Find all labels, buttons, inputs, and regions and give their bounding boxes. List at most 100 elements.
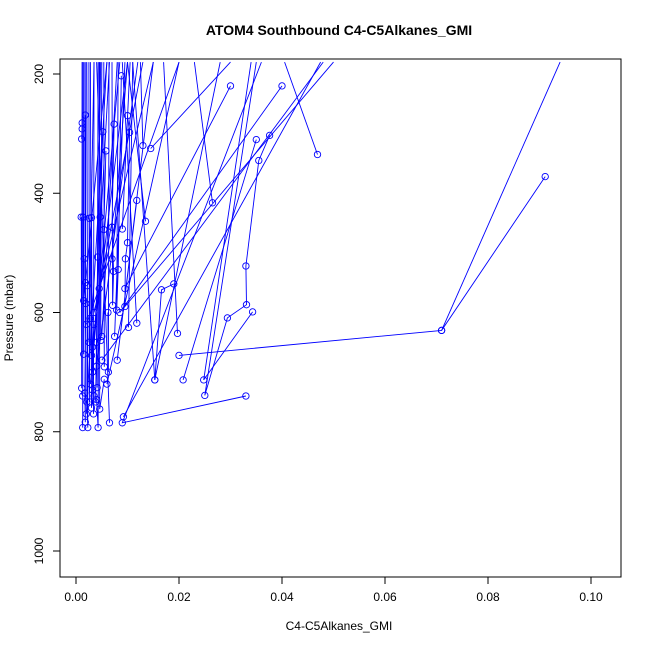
data-point bbox=[104, 368, 113, 376]
series-line-50 bbox=[101, 62, 118, 337]
data-point bbox=[157, 286, 166, 294]
data-point bbox=[242, 301, 251, 309]
data-point bbox=[119, 413, 128, 421]
x-axis-label: C4-C5Alkanes_GMI bbox=[286, 619, 393, 633]
data-point bbox=[110, 332, 119, 341]
series-line-30 bbox=[86, 62, 89, 428]
series-line-53 bbox=[88, 62, 95, 343]
data-point bbox=[147, 144, 155, 153]
series-line-32 bbox=[83, 62, 85, 355]
series-line-14 bbox=[116, 62, 154, 361]
series-line-18 bbox=[123, 61, 321, 418]
series-line-1 bbox=[441, 61, 561, 331]
data-point bbox=[179, 376, 187, 384]
series-line-33 bbox=[82, 62, 84, 428]
series-line-0 bbox=[178, 176, 546, 356]
series-line-48 bbox=[124, 85, 231, 289]
data-point bbox=[103, 380, 111, 388]
data-point bbox=[248, 308, 257, 316]
data-point bbox=[82, 410, 90, 418]
y-tick-label: 400 bbox=[32, 183, 46, 203]
data-point bbox=[242, 392, 250, 400]
y-axis: 200 400 600 800 1000 bbox=[32, 64, 61, 564]
data-point bbox=[116, 308, 124, 317]
data-point bbox=[98, 356, 106, 364]
data-point bbox=[118, 225, 126, 233]
series-line-17 bbox=[124, 61, 334, 308]
data-point bbox=[226, 82, 235, 90]
x-tick-label: 0.06 bbox=[373, 590, 397, 604]
data-point bbox=[265, 131, 274, 140]
data-point bbox=[242, 262, 250, 270]
series-line-2 bbox=[284, 61, 318, 155]
data-point bbox=[278, 82, 286, 90]
data-point bbox=[151, 376, 159, 384]
data-point bbox=[87, 351, 96, 360]
series-line-38 bbox=[89, 62, 121, 385]
series-line-5 bbox=[203, 62, 253, 381]
series-line-54 bbox=[85, 61, 180, 325]
data-point bbox=[313, 150, 322, 159]
series-line-12 bbox=[150, 61, 231, 149]
series-line-40 bbox=[101, 61, 324, 361]
y-axis-label: Pressure (mbar) bbox=[2, 275, 16, 362]
series-line-42 bbox=[106, 62, 180, 385]
data-point bbox=[133, 196, 141, 205]
data-point bbox=[85, 338, 93, 346]
data-point bbox=[79, 392, 87, 400]
data-point bbox=[123, 239, 132, 247]
data-point bbox=[200, 376, 208, 384]
series-line-9 bbox=[154, 62, 221, 380]
data-point bbox=[79, 423, 87, 432]
data-point bbox=[252, 135, 260, 144]
series-line-47 bbox=[121, 62, 131, 230]
series-line-52 bbox=[95, 62, 102, 402]
plot-area bbox=[77, 61, 561, 432]
x-axis: 0.00 0.02 0.04 0.06 0.08 0.10 bbox=[64, 576, 603, 604]
data-point bbox=[104, 308, 112, 317]
data-point bbox=[173, 329, 182, 338]
y-tick-label: 800 bbox=[32, 421, 46, 441]
chart-title: ATOM4 Southbound C4-C5Alkanes_GMI bbox=[206, 22, 472, 38]
data-point bbox=[96, 405, 104, 413]
x-tick-label: 0.08 bbox=[476, 590, 500, 604]
y-tick-label: 200 bbox=[32, 64, 46, 84]
y-tick-label: 600 bbox=[32, 302, 46, 322]
data-point bbox=[95, 284, 103, 293]
data-point bbox=[113, 356, 121, 364]
data-point bbox=[91, 398, 100, 406]
data-point bbox=[100, 363, 108, 371]
x-tick-label: 0.04 bbox=[270, 590, 294, 604]
series-line-43 bbox=[93, 61, 154, 313]
data-point bbox=[82, 320, 90, 329]
data-point bbox=[437, 326, 446, 335]
x-tick-label: 0.02 bbox=[167, 590, 191, 604]
data-point bbox=[105, 419, 114, 427]
series-line-3 bbox=[204, 62, 271, 396]
data-point bbox=[77, 213, 85, 221]
x-tick-label: 0.00 bbox=[64, 590, 88, 604]
series-line-35 bbox=[80, 62, 83, 389]
series-line-4 bbox=[121, 61, 262, 424]
series-line-6 bbox=[193, 62, 213, 203]
data-point bbox=[96, 213, 104, 221]
data-point bbox=[141, 217, 150, 225]
data-point bbox=[208, 199, 217, 207]
data-point bbox=[78, 384, 86, 392]
data-point bbox=[121, 255, 130, 263]
series-line-15 bbox=[121, 62, 138, 324]
data-point bbox=[133, 319, 141, 327]
series-line-41 bbox=[85, 62, 108, 414]
series-line-49 bbox=[119, 85, 283, 313]
y-tick-label: 1000 bbox=[32, 537, 46, 564]
data-point bbox=[94, 423, 102, 432]
data-point bbox=[201, 391, 209, 400]
series-line-13 bbox=[139, 62, 144, 146]
data-point bbox=[86, 380, 95, 388]
data-point bbox=[175, 351, 183, 360]
data-point bbox=[170, 280, 178, 288]
data-point bbox=[223, 314, 232, 322]
data-point bbox=[80, 296, 88, 305]
series-line-36 bbox=[107, 62, 110, 373]
